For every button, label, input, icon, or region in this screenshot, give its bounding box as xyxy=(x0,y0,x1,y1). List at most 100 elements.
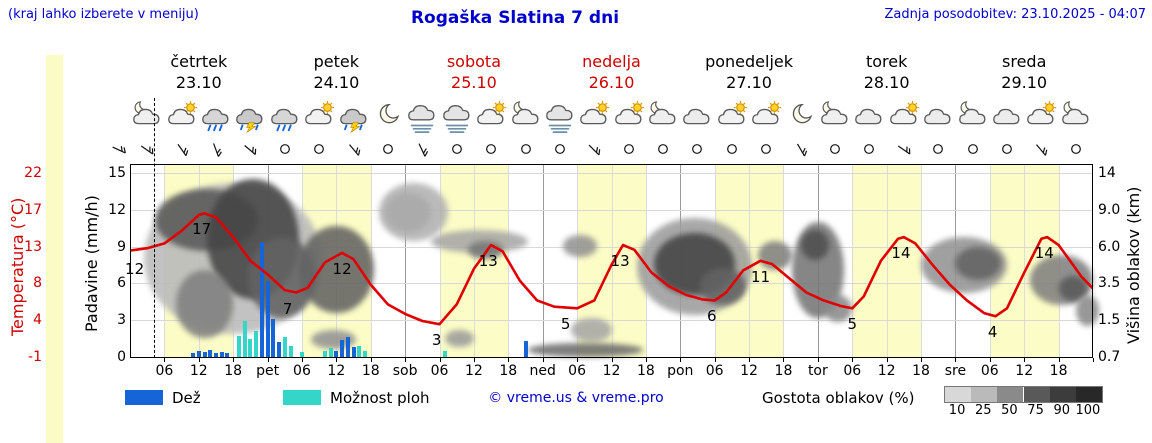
grid-day-line xyxy=(405,164,407,357)
storm-icon xyxy=(337,99,371,135)
moon-cloud-icon xyxy=(818,99,852,135)
day-name-sre: sreda xyxy=(1002,52,1047,71)
wind-barb-icon xyxy=(413,141,431,159)
density-tick-label: 75 xyxy=(1027,403,1044,418)
day-date-sre: 29.10 xyxy=(1001,73,1048,92)
cloud-sun-icon xyxy=(474,99,508,135)
shower-bar xyxy=(248,338,253,357)
x-tick-mark xyxy=(680,358,682,362)
rain-bar xyxy=(259,241,264,357)
shower-bar xyxy=(242,321,247,357)
wind-barb-icon xyxy=(110,141,128,159)
x-tick-mark xyxy=(370,358,372,362)
temp-value-label: 13 xyxy=(478,252,498,271)
grid-h-line xyxy=(130,283,1093,285)
day-date-tor: 28.10 xyxy=(863,73,910,92)
cloud-height-tick-label: 3.5 xyxy=(1098,275,1121,292)
cloud-cover-blob xyxy=(571,318,612,342)
day-date-ned: 26.10 xyxy=(588,73,635,92)
rain-bar xyxy=(219,352,224,357)
shower-bar xyxy=(236,336,241,357)
x-hour-label: 18 xyxy=(774,363,793,379)
grid-h-line xyxy=(130,320,1093,322)
temp-value-label: 4 xyxy=(987,323,998,342)
x-hour-label: 12 xyxy=(327,363,346,379)
cloud-density-legend-label: Gostota oblakov (%) xyxy=(762,389,915,407)
cloud-sun-icon xyxy=(612,99,646,135)
cloud-icon xyxy=(852,99,886,135)
x-tick-mark xyxy=(1058,358,1060,362)
wind-barb-icon xyxy=(585,141,603,159)
x-tick-mark xyxy=(473,358,475,362)
density-tick-label: 90 xyxy=(1053,403,1071,418)
x-tick-mark xyxy=(267,358,269,362)
density-segment xyxy=(1049,387,1076,402)
rain-bar xyxy=(340,339,345,357)
wind-barb-icon xyxy=(345,141,363,159)
grid-hour-line xyxy=(577,164,579,357)
density-segment xyxy=(1023,387,1050,402)
shower-bar xyxy=(288,345,293,357)
temp-value-label: 6 xyxy=(707,307,717,326)
copyright-link[interactable]: © vreme.us & vreme.pro xyxy=(488,390,664,406)
x-hour-label: 06 xyxy=(568,363,586,379)
temp-tick-label: -1 xyxy=(28,349,42,365)
shower-bar xyxy=(363,350,368,357)
density-tick-label: 25 xyxy=(974,403,992,418)
wind-barb-icon xyxy=(1032,141,1050,159)
wind-calm-icon xyxy=(482,141,500,159)
storm-icon xyxy=(233,99,267,135)
x-hour-label: 06 xyxy=(155,363,174,379)
grid-hour-line xyxy=(611,164,613,357)
wind-calm-icon xyxy=(964,141,982,159)
x-hour-label: 12 xyxy=(602,363,621,379)
x-tick-mark xyxy=(645,358,647,362)
x-hour-label: 06 xyxy=(293,363,311,379)
x-hour-label: 06 xyxy=(430,363,449,379)
day-name-pet: petek xyxy=(313,52,360,71)
day-name-pon: ponedeljek xyxy=(705,52,794,71)
showers-legend-swatch xyxy=(283,390,321,405)
precip-tick-label: 0 xyxy=(117,349,126,365)
cloud-cover-blob xyxy=(379,183,449,242)
day-name-sob: sobota xyxy=(446,52,501,71)
rain-bar xyxy=(196,350,201,357)
cloud-height-tick-label: 9.0 xyxy=(1098,201,1121,218)
cloud-sun-icon xyxy=(1024,99,1058,135)
x-tick-mark xyxy=(508,358,510,362)
x-tick-mark xyxy=(1024,358,1026,362)
cloud-icon xyxy=(680,99,714,135)
wind-calm-icon xyxy=(620,141,638,159)
wind-calm-icon xyxy=(379,141,397,159)
precip-tick-label: 3 xyxy=(117,312,126,329)
left-accent-strip xyxy=(46,55,63,443)
x-day-label: tor xyxy=(807,363,828,379)
cloud-sun-icon xyxy=(887,99,921,135)
precip-tick-label: 9 xyxy=(117,238,126,255)
wind-calm-icon xyxy=(517,141,535,159)
density-tick-label: 50 xyxy=(1001,403,1018,418)
temp-tick-label: 4 xyxy=(33,312,42,329)
cloud-cover-blob xyxy=(175,270,234,338)
temp-tick-label: 8 xyxy=(33,275,42,292)
rain-bar xyxy=(334,350,339,357)
day-date-čet: 23.10 xyxy=(175,73,222,92)
x-day-label: sre xyxy=(944,363,967,379)
wind-barb-icon xyxy=(241,141,259,159)
wind-calm-icon xyxy=(688,141,706,159)
temp-value-label: 13 xyxy=(610,252,630,271)
density-segment xyxy=(997,387,1024,402)
x-tick-mark xyxy=(749,358,751,362)
cloud-sun-icon xyxy=(715,99,749,135)
page-title: Rogaška Slatina 7 dni xyxy=(410,8,620,28)
wind-calm-icon xyxy=(998,141,1016,159)
cloud-density-gradient-bar xyxy=(944,386,1103,403)
x-hour-label: 06 xyxy=(980,363,999,379)
day-name-ned: nedelja xyxy=(582,52,641,71)
x-tick-mark xyxy=(921,358,923,362)
x-tick-mark xyxy=(233,358,235,362)
temp-value-label: 14 xyxy=(891,244,911,263)
temp-value-label: 12 xyxy=(125,259,145,278)
x-hour-label: 18 xyxy=(361,363,380,379)
grid-h-line xyxy=(130,173,1093,174)
